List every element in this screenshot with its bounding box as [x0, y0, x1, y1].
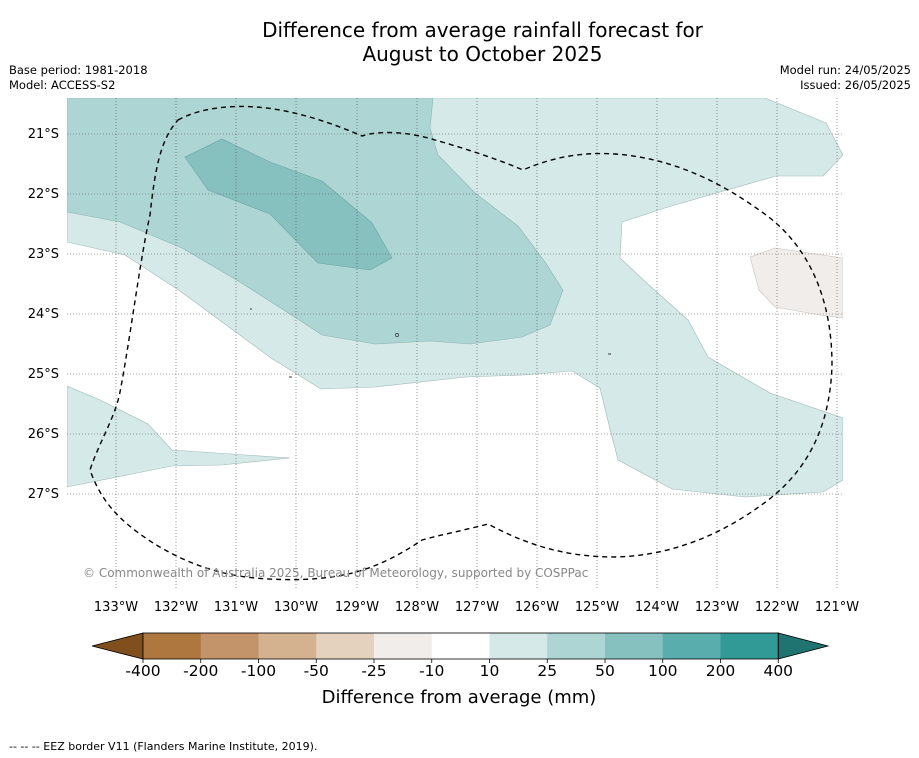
latitude-labels: 21°S 22°S 23°S 24°S 25°S 26°S 27°S	[28, 127, 59, 502]
lon-label: 128°W	[395, 600, 439, 615]
eez-footnote: -- -- -- EEZ border V11 (Flanders Marine…	[9, 740, 318, 753]
colorbar-tick-label: 25	[537, 662, 557, 680]
colorbar-extend-low	[91, 632, 144, 660]
contour-50-100	[184, 138, 393, 271]
base-period: Base period: 1981-2018	[9, 63, 148, 77]
colorbar-tick-label: -200	[183, 662, 218, 680]
rainfall-contours	[67, 98, 843, 498]
lon-label: 125°W	[575, 600, 619, 615]
lat-label: 21°S	[28, 127, 59, 142]
colorbar-segment	[720, 633, 779, 659]
colorbar-tick-label: 50	[595, 662, 615, 680]
colorbar-tick-label: 10	[480, 662, 500, 680]
colorbar-outline	[142, 632, 779, 660]
lon-label: 124°W	[635, 600, 679, 615]
colorbar-tick-label: 100	[648, 662, 678, 680]
colorbar-tick-label: -400	[125, 662, 160, 680]
title-line-1: Difference from average rainfall forecas…	[262, 18, 703, 42]
lon-label: 129°W	[335, 600, 379, 615]
island-marker-1	[395, 333, 399, 337]
colorbar-segment	[258, 633, 317, 659]
colorbar-segment	[316, 633, 375, 659]
lon-label: 121°W	[815, 600, 859, 615]
eez-border	[89, 105, 833, 581]
model-run: Model run: 24/05/2025	[779, 63, 911, 77]
lon-label: 132°W	[154, 600, 198, 615]
colorbar-segment	[200, 633, 259, 659]
colorbar-segment	[547, 633, 606, 659]
colorbar-segment	[662, 633, 721, 659]
colorbar-tick-label: 400	[763, 662, 793, 680]
lat-label: 25°S	[28, 367, 59, 382]
colorbar-segment	[489, 633, 548, 659]
colorbar-title: Difference from average (mm)	[322, 687, 597, 708]
colorbar-tick-label: 200	[706, 662, 736, 680]
lat-label: 22°S	[28, 187, 59, 202]
colorbar-segment	[374, 633, 433, 659]
model-name: Model: ACCESS-S2	[9, 78, 116, 92]
graticule	[67, 98, 843, 590]
lon-label: 133°W	[94, 600, 138, 615]
lon-label: 130°W	[274, 600, 318, 615]
lon-label: 131°W	[214, 600, 258, 615]
colorbar-tick-label: -100	[241, 662, 276, 680]
lat-label: 26°S	[28, 427, 59, 442]
lat-label: 23°S	[28, 247, 59, 262]
colorbar-segment	[143, 633, 202, 659]
contour-10-25-southwest	[67, 385, 291, 488]
colorbar-tick-label: -25	[361, 662, 386, 680]
colorbar-tick-label: -50	[304, 662, 329, 680]
title-line-2: August to October 2025	[362, 42, 603, 66]
lon-label: 123°W	[695, 600, 739, 615]
colorbar-segment	[605, 633, 664, 659]
colorbar: -400 -200 -100 -50 -25 -10 10 25 50 100 200 400	[91, 632, 830, 680]
lon-label: 127°W	[455, 600, 499, 615]
lon-label: 126°W	[515, 600, 559, 615]
lat-label: 27°S	[28, 487, 59, 502]
lat-label: 24°S	[28, 307, 59, 322]
colorbar-extend-high	[777, 632, 830, 660]
metadata-right: Model run: 24/05/2025 Issued: 26/05/2025	[780, 63, 911, 93]
contour-minus-10	[749, 247, 843, 319]
longitude-labels: 133°W 132°W 131°W 130°W 129°W 128°W 127°…	[94, 600, 859, 615]
colorbar-tick-label: -10	[419, 662, 444, 680]
map-title: Difference from average rainfall forecas…	[200, 18, 765, 66]
copyright-notice: © Commonwealth of Australia 2025, Bureau…	[83, 566, 588, 580]
issued-date: Issued: 26/05/2025	[800, 78, 911, 92]
colorbar-segment	[431, 633, 490, 659]
metadata-left: Base period: 1981-2018 Model: ACCESS-S2	[9, 63, 148, 93]
lon-label: 122°W	[755, 600, 799, 615]
